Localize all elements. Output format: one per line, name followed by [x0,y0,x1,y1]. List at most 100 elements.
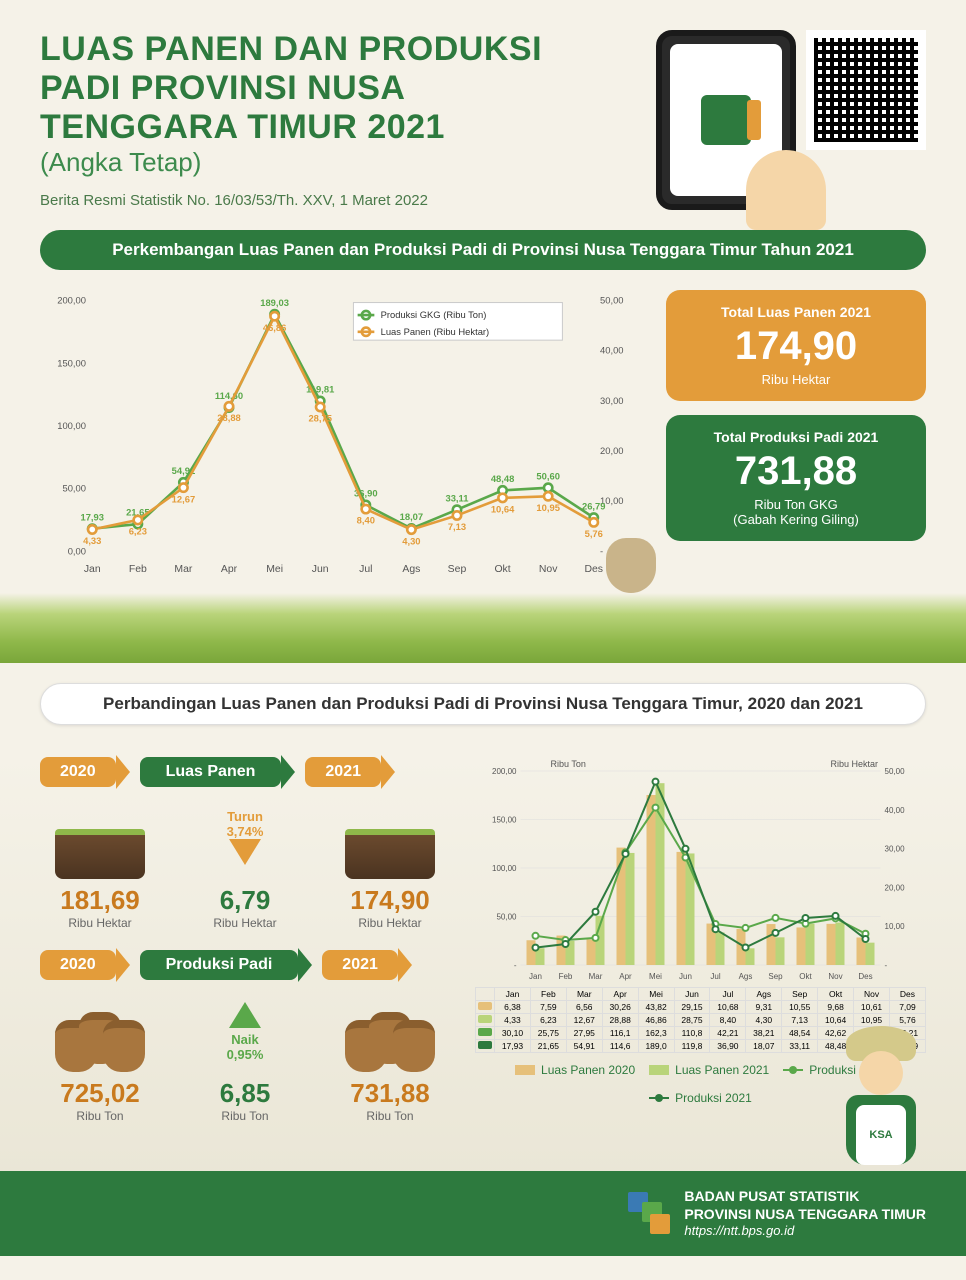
svg-text:150,00: 150,00 [492,815,517,824]
main-title: LUAS PANEN DAN PRODUKSI PADI PROVINSI NU… [40,30,542,147]
svg-text:33,11: 33,11 [445,492,468,503]
legend-swatch [515,1065,535,1075]
svg-text:Sep: Sep [768,972,783,981]
footer: BADAN PUSAT STATISTIK PROVINSI NUSA TENG… [0,1171,966,1256]
svg-text:30,00: 30,00 [885,844,906,853]
svg-text:-: - [600,545,603,556]
footer-text: BADAN PUSAT STATISTIK PROVINSI NUSA TENG… [684,1187,926,1240]
svg-text:Mar: Mar [174,564,192,575]
chevron-right-icon [116,755,130,789]
svg-text:200,00: 200,00 [57,295,86,306]
header: LUAS PANEN DAN PRODUKSI PADI PROVINSI NU… [40,30,926,210]
svg-text:Mei: Mei [649,972,662,981]
bps-logo-icon [628,1192,670,1234]
combo-chart: Ribu TonRibu Hektar-50,00100,00150,00200… [475,755,926,985]
svg-text:Jun: Jun [679,972,692,981]
svg-text:Ribu Hektar: Ribu Hektar [831,759,879,769]
svg-text:Ags: Ags [402,564,420,575]
stat-card-prod: Total Produksi Padi 2021 731,88 Ribu Ton… [666,415,926,541]
svg-text:10,00: 10,00 [885,922,906,931]
legend-label: Luas Panen 2021 [675,1063,769,1077]
tag-row-prod: 2020 Produksi Padi 2021 [40,948,450,982]
area-delta-value: 6,79 [185,885,305,916]
legend-swatch [649,1097,669,1099]
field-divider-icon [0,593,966,663]
infographic-page: LUAS PANEN DAN PRODUKSI PADI PROVINSI NU… [0,0,966,1256]
stat-area-unit: Ribu Hektar [684,372,908,387]
svg-text:Des: Des [858,972,872,981]
line-chart-panel: 0,0050,00100,00150,00200,00-10,0020,0030… [40,290,646,583]
svg-text:-: - [885,961,888,970]
svg-text:Luas Panen (Ribu Hektar): Luas Panen (Ribu Hektar) [381,326,490,337]
soil-icon [55,829,145,879]
tag-2021-prod: 2021 [322,950,398,980]
svg-text:18,07: 18,07 [400,511,424,522]
area-2021-value: 174,90 [330,885,450,916]
svg-text:Sep: Sep [448,564,467,575]
chevron-right-icon [281,755,295,789]
tag-mid-area: Luas Panen [140,757,282,787]
svg-text:17,93: 17,93 [80,511,104,522]
svg-text:20,00: 20,00 [885,883,906,892]
tag-mid-prod: Produksi Padi [140,950,299,980]
stat-area-value: 174,90 [684,324,908,368]
svg-text:30,00: 30,00 [600,395,624,406]
svg-text:8,40: 8,40 [357,515,375,526]
section-1: 0,0050,00100,00150,00200,00-10,0020,0030… [40,290,926,583]
svg-text:5,76: 5,76 [585,528,603,539]
svg-text:200,00: 200,00 [492,767,517,776]
legend-label: Luas Panen 2020 [541,1063,635,1077]
comparison-panel: 2020 Luas Panen 2021 181,69 Ribu Hektar [40,755,450,1141]
title-line-3: TENGGARA TIMUR 2021 [40,108,445,146]
svg-text:46,86: 46,86 [263,322,287,333]
svg-text:114,60: 114,60 [215,390,243,401]
svg-text:6,23: 6,23 [129,526,147,537]
svg-text:Mar: Mar [589,972,603,981]
stat-prod-value: 731,88 [684,449,908,493]
section-banner-2: Perbandingan Luas Panen dan Produksi Pad… [40,683,926,725]
svg-text:189,03: 189,03 [260,297,289,308]
stat-card-area: Total Luas Panen 2021 174,90 Ribu Hektar [666,290,926,401]
svg-text:40,00: 40,00 [600,345,624,356]
legend-label: Produksi 2021 [675,1091,752,1105]
svg-text:20,00: 20,00 [600,445,624,456]
svg-text:28,75: 28,75 [308,413,332,424]
soil-icon [345,829,435,879]
chevron-right-icon [116,948,130,982]
area-delta-unit: Ribu Hektar [185,916,305,930]
section-2: 2020 Luas Panen 2021 181,69 Ribu Hektar [40,745,926,1141]
svg-text:Apr: Apr [619,972,632,981]
svg-text:Produksi GKG (Ribu Ton): Produksi GKG (Ribu Ton) [381,309,487,320]
farmer-icon: KSA [826,1026,936,1186]
prod-2021-value: 731,88 [330,1078,450,1109]
svg-text:7,13: 7,13 [448,521,466,532]
footer-org1: BADAN PUSAT STATISTIK [684,1187,926,1205]
svg-text:26,79: 26,79 [582,500,606,511]
header-right [656,30,926,210]
line-chart: 0,0050,00100,00150,00200,00-10,0020,0030… [40,290,646,583]
subtitle: (Angka Tetap) [40,147,542,178]
hand-icon [746,150,826,230]
prod-delta-dir: Naik0,95% [227,1032,264,1062]
title-line-1: LUAS PANEN DAN PRODUKSI [40,30,542,68]
prod-2020-unit: Ribu Ton [40,1109,160,1123]
svg-text:Jun: Jun [312,564,329,575]
svg-text:150,00: 150,00 [57,357,86,368]
qr-code-icon [806,30,926,150]
area-2021-unit: Ribu Hektar [330,916,450,930]
arrow-down-icon [229,839,261,865]
title-block: LUAS PANEN DAN PRODUKSI PADI PROVINSI NU… [40,30,542,209]
svg-text:Jul: Jul [710,972,720,981]
svg-text:50,00: 50,00 [885,767,906,776]
svg-text:Okt: Okt [494,564,510,575]
svg-text:4,33: 4,33 [83,535,101,546]
stat-cards: Total Luas Panen 2021 174,90 Ribu Hektar… [666,290,926,583]
prod-2020-value: 725,02 [40,1078,160,1109]
svg-text:50,00: 50,00 [496,912,517,921]
svg-text:Jan: Jan [529,972,542,981]
title-line-2: PADI PROVINSI NUSA [40,69,405,107]
svg-text:-: - [514,961,517,970]
svg-text:10,64: 10,64 [491,503,515,514]
trio-prod: 725,02 Ribu Ton Naik0,95% 6,85 Ribu Ton [40,992,450,1123]
svg-text:48,48: 48,48 [491,473,515,484]
